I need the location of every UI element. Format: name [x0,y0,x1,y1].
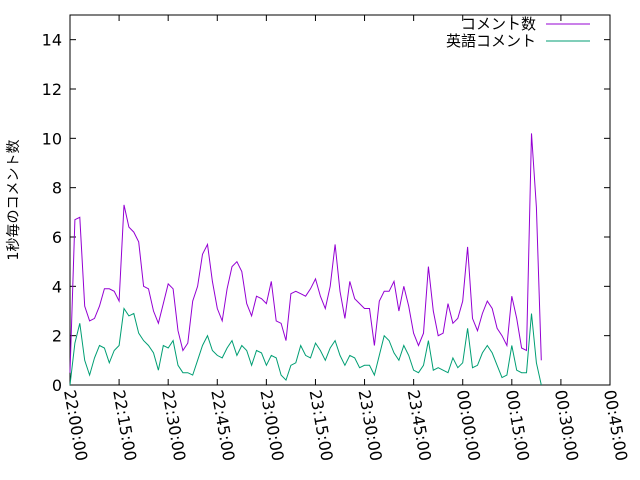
y-tick-label: 6 [52,228,62,247]
y-axis: 0 2 4 6 8 10 12 14 [42,31,610,395]
x-tick-label: 22:15:00 [109,388,140,462]
x-tick-label: 00:45:00 [600,388,631,462]
y-tick-label: 10 [42,129,62,148]
x-tick-label: 00:15:00 [502,388,533,462]
plot-frame [69,14,611,386]
y-axis-label: 1秒毎のコメント数 [6,140,22,261]
x-tick-label: 23:30:00 [355,388,386,462]
y-tick-label: 8 [52,179,62,198]
x-tick-label: 22:30:00 [158,388,189,462]
series-line-0 [69,133,542,373]
x-tick-label: 22:45:00 [207,388,238,462]
x-tick-label: 22:00:00 [60,388,91,462]
legend-label: コメント数 [461,15,536,33]
x-tick-label: 00:30:00 [551,388,582,462]
y-tick-label: 0 [52,376,62,395]
y-tick-label: 4 [52,277,62,296]
legend-label: 英語コメント [446,32,536,50]
x-axis: 22:00:00 22:15:00 22:30:00 22:45:00 23:00:00… [60,15,631,462]
x-tick-label: 23:15:00 [306,388,337,462]
series-line-1 [69,307,542,386]
x-tick-label: 23:00:00 [256,388,287,462]
x-tick-label: 23:45:00 [404,388,435,462]
y-tick-label: 2 [52,327,62,346]
x-tick-label: 00:00:00 [453,388,484,462]
y-tick-label: 12 [42,80,62,99]
series-lines [69,133,542,386]
y-tick-label: 14 [42,31,62,50]
